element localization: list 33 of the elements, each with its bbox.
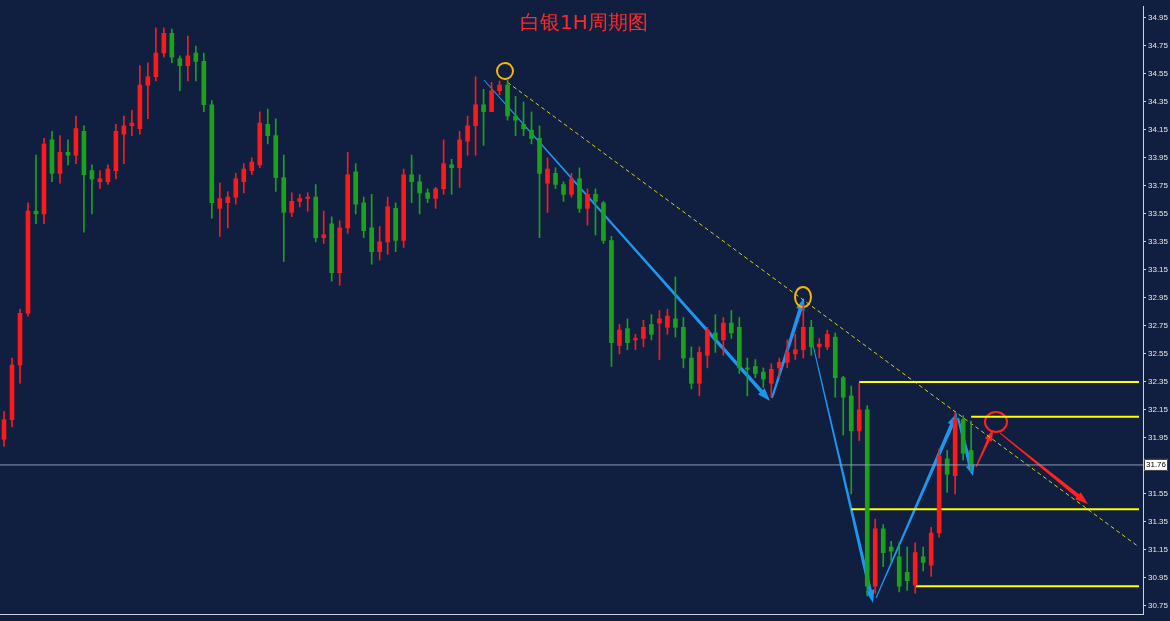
y-tick-label: 34.35 [1148, 97, 1169, 107]
candlestick [217, 182, 223, 237]
y-tick-label: 34.95 [1148, 13, 1169, 23]
y-tick-label: 31.95 [1148, 433, 1169, 443]
y-tick-label: 32.15 [1148, 405, 1169, 415]
candlestick [305, 192, 311, 212]
y-tick-label: 32.75 [1148, 321, 1169, 331]
y-tick-label: 31.35 [1148, 517, 1169, 527]
chart-title: 白银1H周期图 [520, 10, 648, 34]
y-tick-label: 30.95 [1148, 573, 1169, 583]
y-tick-label: 31.55 [1148, 489, 1169, 499]
candlestick [145, 62, 151, 120]
y-tick-label: 33.15 [1148, 265, 1169, 275]
candlestick [321, 210, 327, 244]
y-tick-label: 33.95 [1148, 153, 1169, 163]
y-tick-label: 32.95 [1148, 293, 1169, 303]
y-tick-label: 34.15 [1148, 125, 1169, 135]
candlestick [816, 338, 822, 359]
candlestick [185, 35, 191, 82]
y-tick-label: 34.55 [1148, 69, 1169, 79]
y-tick-label: 32.35 [1148, 377, 1169, 387]
y-tick-label: 30.75 [1148, 601, 1169, 611]
candlestick [225, 191, 231, 229]
candlestick [904, 546, 910, 591]
y-tick-label: 33.55 [1148, 209, 1169, 219]
y-tick-label: 33.75 [1148, 181, 1169, 191]
y-tick-label: 31.15 [1148, 545, 1169, 555]
y-tick-label: 33.35 [1148, 237, 1169, 247]
y-tick-label: 34.75 [1148, 41, 1169, 51]
y-tick-label: 32.55 [1148, 349, 1169, 359]
ref-line-label: 31.76 [1146, 460, 1167, 470]
candlestick [888, 541, 894, 563]
candlestick [792, 333, 798, 360]
